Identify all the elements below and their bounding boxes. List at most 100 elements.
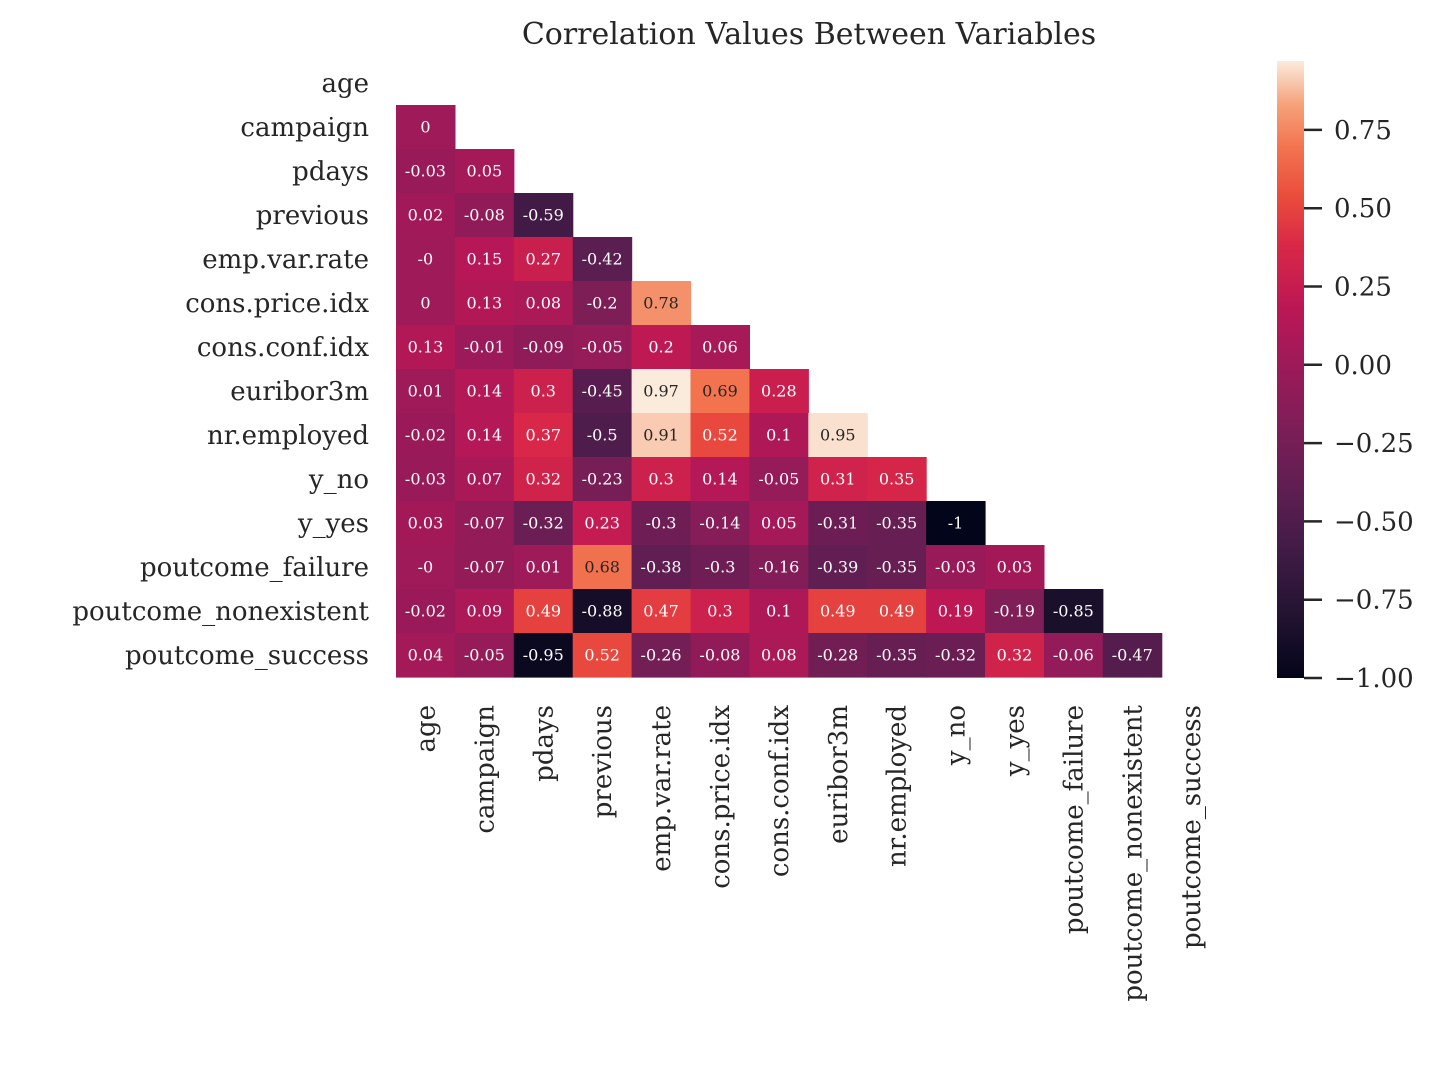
heatmap-cell-value: 0.35 xyxy=(879,470,915,489)
heatmap-cell-value: -0.35 xyxy=(876,558,917,577)
heatmap-cell xyxy=(513,501,574,546)
y-tick-label: cons.price.idx xyxy=(185,289,369,319)
heatmap-cell-value: 0.37 xyxy=(525,426,561,445)
heatmap-cell-value: -0.95 xyxy=(523,646,564,665)
heatmap-cell-value: 0.52 xyxy=(702,426,738,445)
heatmap-cell-value: 0.04 xyxy=(408,646,444,665)
heatmap-cell-value: -0.32 xyxy=(935,646,976,665)
heatmap-cell xyxy=(749,413,809,458)
heatmap-cell-value: 0.3 xyxy=(707,602,732,621)
heatmap-cell-value: -0.14 xyxy=(699,514,740,533)
heatmap-cell xyxy=(396,369,456,414)
heatmap-cell xyxy=(985,545,1045,590)
heatmap-cell-value: -0.02 xyxy=(405,426,446,445)
heatmap-cell-value: -0.06 xyxy=(1053,646,1094,665)
colorbar-tick-label: −0.25 xyxy=(1334,429,1414,459)
heatmap-cell-value: -0.47 xyxy=(1112,646,1153,665)
heatmap-cell-value: 0.52 xyxy=(584,646,620,665)
heatmap-cell xyxy=(1102,633,1163,678)
heatmap-cell-value: -0.28 xyxy=(817,646,858,665)
heatmap-cell xyxy=(454,457,515,502)
heatmap-cell-value: 0.91 xyxy=(643,426,679,445)
heatmap-cell-value: -0.03 xyxy=(405,162,446,181)
heatmap-cell-value: 0.3 xyxy=(531,382,556,401)
heatmap-cell xyxy=(572,501,633,546)
heatmap-cell-value: 0.08 xyxy=(525,294,561,313)
y-axis-tick-labels: age campaign pdays previous emp.var.rate cons… xyxy=(72,69,369,671)
heatmap-cell-value: 0.47 xyxy=(643,602,679,621)
colorbar-gradient xyxy=(1277,61,1304,678)
x-tick-label: campaign xyxy=(470,705,500,834)
x-tick-label: nr.employed xyxy=(883,705,913,867)
heatmap-cell xyxy=(867,501,927,546)
heatmap-cell-value: 0.49 xyxy=(525,602,561,621)
heatmap-cell-value: -0.09 xyxy=(523,338,564,357)
heatmap-cell xyxy=(572,237,633,282)
heatmap-cell-value: 0 xyxy=(420,294,430,313)
heatmap-cell-value: 0.49 xyxy=(879,602,915,621)
heatmap-cell-value: 0.1 xyxy=(766,426,791,445)
heatmap-cell xyxy=(690,369,750,414)
y-tick-label: euribor3m xyxy=(230,377,369,407)
heatmap-cell-value: -0.32 xyxy=(523,514,564,533)
heatmap-cell-value: 0.14 xyxy=(467,382,503,401)
heatmap-cell xyxy=(454,545,515,590)
heatmap-cell xyxy=(631,545,692,590)
heatmap-cell xyxy=(572,633,633,678)
heatmap-cell xyxy=(513,193,574,238)
heatmap-cell-value: -0.05 xyxy=(582,338,623,357)
heatmap-cell-value: -0.07 xyxy=(464,558,505,577)
heatmap-cell-value: -0.03 xyxy=(405,470,446,489)
heatmap-cell xyxy=(396,413,456,458)
y-tick-label: nr.employed xyxy=(207,421,369,451)
heatmap-cell-value: 0.97 xyxy=(643,382,679,401)
heatmap-cell xyxy=(513,413,574,458)
heatmap-cell xyxy=(396,281,456,326)
heatmap-cell xyxy=(631,325,692,370)
heatmap-cell xyxy=(513,281,574,326)
y-tick-label: cons.conf.idx xyxy=(197,333,369,363)
heatmap-cell xyxy=(513,457,574,502)
y-tick-label: y_yes xyxy=(297,509,369,539)
heatmap-cell-value: 0.3 xyxy=(648,470,673,489)
x-tick-label: poutcome_failure xyxy=(1059,705,1089,934)
y-tick-label: pdays xyxy=(292,157,369,187)
heatmap-cell-value: -0.38 xyxy=(641,558,682,577)
heatmap-cell xyxy=(690,633,750,678)
y-tick-label: poutcome_failure xyxy=(140,553,369,583)
heatmap-cell xyxy=(690,545,750,590)
heatmap-cell xyxy=(396,149,456,194)
heatmap-cell xyxy=(690,589,750,634)
x-tick-label: poutcome_success xyxy=(1177,705,1207,949)
heatmap-cell-value: 0.15 xyxy=(467,250,503,269)
heatmap-cell xyxy=(867,589,927,634)
y-tick-label: poutcome_success xyxy=(125,641,369,671)
colorbar-tick-label: 0.75 xyxy=(1334,116,1392,146)
heatmap-cell-value: 0.09 xyxy=(467,602,503,621)
heatmap-cell-value: -0 xyxy=(418,558,434,577)
x-tick-label: poutcome_nonexistent xyxy=(1118,704,1148,1001)
heatmap-cell xyxy=(749,633,809,678)
heatmap-cell-value: -0.85 xyxy=(1053,602,1094,621)
heatmap-cell xyxy=(396,589,456,634)
heatmap-cell-value: 0.32 xyxy=(997,646,1033,665)
x-tick-label: previous xyxy=(588,705,618,818)
x-tick-label: emp.var.rate xyxy=(647,705,677,872)
heatmap-cell xyxy=(631,633,692,678)
heatmap-cell xyxy=(454,193,515,238)
x-tick-label: euribor3m xyxy=(824,705,854,844)
heatmap-cell-value: -0.39 xyxy=(817,558,858,577)
heatmap-cell-value: -1 xyxy=(948,514,964,533)
heatmap-cell xyxy=(631,457,692,502)
heatmap-cell xyxy=(867,457,927,502)
heatmap-cell xyxy=(808,413,868,458)
heatmap-cell-value: 0.95 xyxy=(820,426,856,445)
heatmap-cell-value: 0.49 xyxy=(820,602,856,621)
y-tick-label: campaign xyxy=(240,113,369,143)
heatmap-cell-value: -0.45 xyxy=(582,382,623,401)
heatmap-cell-value: 0.07 xyxy=(467,470,503,489)
y-tick-label: age xyxy=(321,69,369,99)
heatmap-cell-value: -0.16 xyxy=(758,558,799,577)
heatmap-cell xyxy=(808,501,868,546)
